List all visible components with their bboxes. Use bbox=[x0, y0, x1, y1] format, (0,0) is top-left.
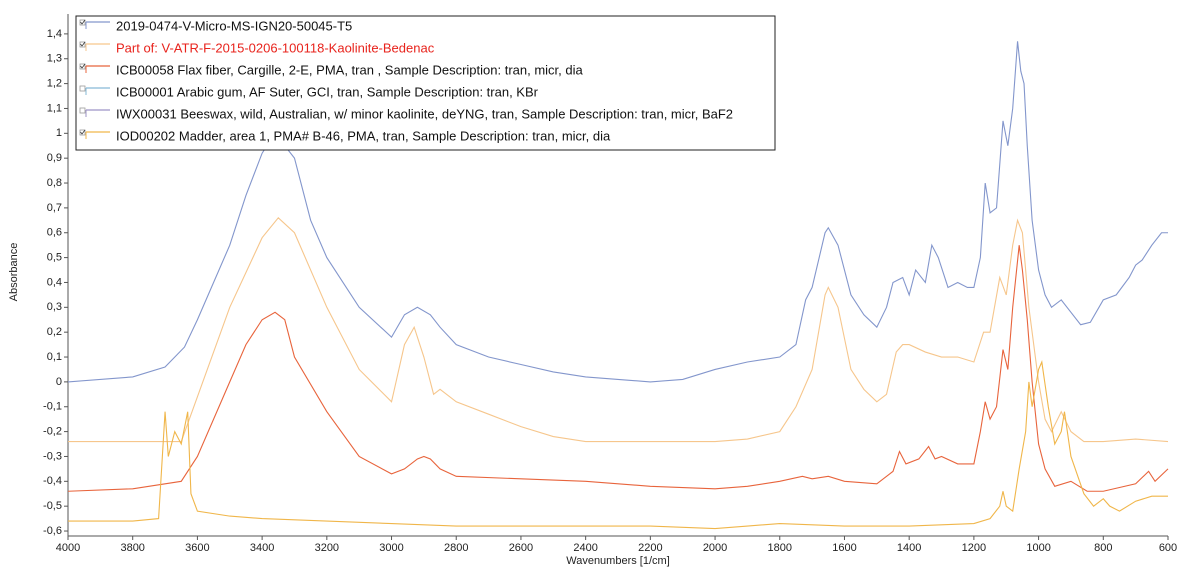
legend-box bbox=[75, 15, 776, 151]
legend-checkbox bbox=[79, 63, 86, 70]
y-tick-label: 1,1 bbox=[47, 102, 62, 114]
y-tick-label: -0,4 bbox=[43, 475, 62, 487]
x-tick-label: 3600 bbox=[185, 542, 209, 554]
x-tick-label: 1200 bbox=[962, 542, 986, 554]
y-tick-label: 0 bbox=[56, 376, 62, 388]
y-tick-label: 0,2 bbox=[47, 326, 62, 338]
legend-check bbox=[80, 63, 86, 69]
spectrum-line bbox=[67, 41, 1168, 383]
x-tick-label: 4000 bbox=[56, 542, 80, 554]
x-tick-label: 1400 bbox=[897, 542, 921, 554]
y-tick-label: 1 bbox=[56, 127, 62, 139]
legend-label: IOD00202 Madder, area 1, PMA# B-46, PMA,… bbox=[116, 128, 611, 143]
x-tick-label: 3800 bbox=[120, 542, 144, 554]
x-tick-label: 1000 bbox=[1026, 542, 1050, 554]
legend-label: ICB00058 Flax fiber, Cargille, 2-E, PMA,… bbox=[116, 62, 584, 77]
y-tick-label: 1,2 bbox=[47, 78, 62, 90]
x-tick-label: 2400 bbox=[573, 542, 597, 554]
legend-checkbox bbox=[79, 129, 86, 136]
legend-check bbox=[80, 41, 86, 47]
y-tick-label: 0,1 bbox=[47, 351, 62, 363]
y-tick-label: -0,6 bbox=[43, 525, 62, 537]
x-tick-label: 800 bbox=[1094, 542, 1112, 554]
x-tick-label: 1800 bbox=[768, 542, 792, 554]
legend-checkbox bbox=[79, 107, 86, 114]
legend: 2019-0474-V-Micro-MS-IGN20-50045-T5 Part … bbox=[75, 15, 776, 151]
spectrum-line bbox=[68, 360, 1168, 530]
legend-checkbox bbox=[79, 41, 86, 48]
x-tick-label: 2600 bbox=[509, 542, 533, 554]
legend-checkbox bbox=[79, 19, 86, 26]
x-tick-label: 3400 bbox=[250, 542, 274, 554]
x-tick-label: 3000 bbox=[379, 542, 403, 554]
y-tick-label: 0,5 bbox=[47, 252, 62, 264]
spectrum-line bbox=[67, 245, 1169, 492]
x-tick-label: 3200 bbox=[315, 542, 339, 554]
y-tick-label: -0,5 bbox=[43, 500, 62, 512]
legend-check bbox=[80, 19, 86, 25]
legend-label: ICB00001 Arabic gum, AF Suter, GCI, tran… bbox=[116, 84, 539, 99]
y-tick-label: 1,3 bbox=[47, 53, 62, 65]
y-tick-label: 1,4 bbox=[47, 28, 62, 40]
x-tick-label: 600 bbox=[1159, 542, 1177, 554]
legend-label: 2019-0474-V-Micro-MS-IGN20-50045-T5 bbox=[116, 18, 352, 33]
y-tick-label: 0,8 bbox=[47, 177, 62, 189]
y-tick-label: -0,2 bbox=[43, 426, 62, 438]
y-axis-label: Absorbance bbox=[8, 243, 20, 302]
y-tick-label: 0,7 bbox=[47, 202, 62, 214]
x-axis-label: Wavenumbers [1/cm] bbox=[566, 555, 670, 567]
y-tick-label: -0,3 bbox=[43, 450, 62, 462]
legend-checkbox bbox=[79, 85, 86, 92]
spectrum-line bbox=[68, 217, 1169, 443]
legend-check bbox=[80, 129, 86, 135]
y-tick-label: 0,3 bbox=[47, 301, 62, 313]
y-tick-label: 0,9 bbox=[47, 152, 62, 164]
x-tick-label: 2000 bbox=[703, 542, 727, 554]
legend-label: IWX00031 Beeswax, wild, Australian, w/ m… bbox=[116, 106, 733, 121]
x-tick-label: 2200 bbox=[638, 542, 662, 554]
y-tick-label: 0,6 bbox=[47, 227, 62, 239]
legend-label: Part of: V-ATR-F-2015-0206-100118-Kaolin… bbox=[116, 40, 435, 55]
y-tick-label: 0,4 bbox=[47, 276, 62, 288]
x-tick-label: 1600 bbox=[832, 542, 856, 554]
x-tick-label: 2800 bbox=[444, 542, 468, 554]
y-tick-label: -0,1 bbox=[43, 401, 62, 413]
